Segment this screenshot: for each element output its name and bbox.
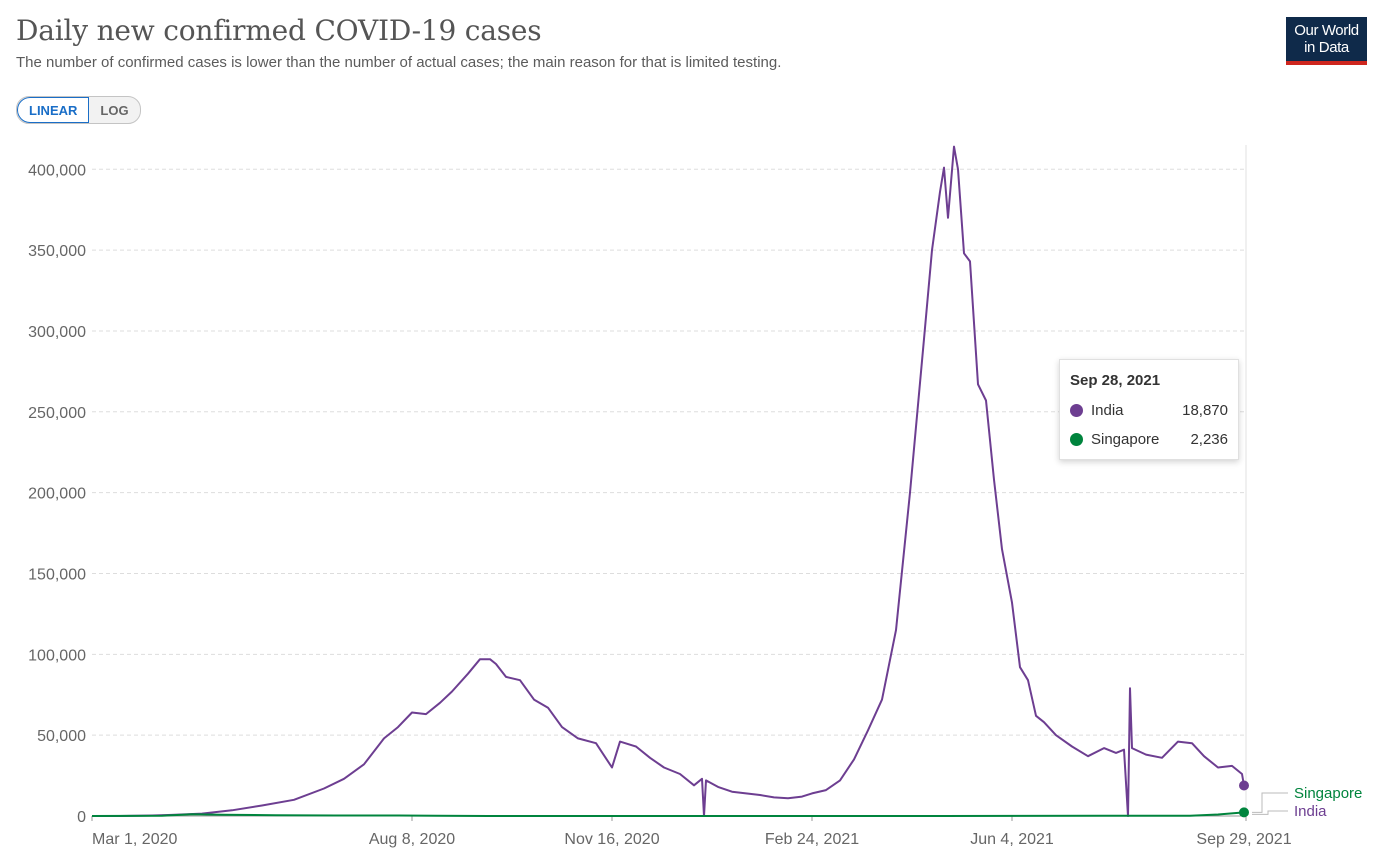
hover-tooltip: Sep 28, 2021 India 18,870 Singapore 2,23… (1059, 359, 1239, 460)
x-tick-label: Nov 16, 2020 (564, 831, 659, 848)
tooltip-name: India (1091, 402, 1124, 419)
owid-logo[interactable]: Our World in Data (1286, 17, 1367, 65)
y-tick-label: 250,000 (28, 405, 86, 422)
y-tick-label: 400,000 (28, 162, 86, 179)
logo-line-1: Our World (1294, 22, 1359, 39)
x-tick-label: Feb 24, 2021 (765, 831, 859, 848)
series-line-singapore (91, 811, 1245, 817)
y-tick-label: 50,000 (37, 728, 86, 745)
x-tick-label: Sep 29, 2021 (1196, 831, 1291, 848)
scale-toggle: LINEAR LOG (16, 96, 141, 124)
tooltip-name: Singapore (1091, 431, 1160, 448)
x-tick-label: Mar 1, 2020 (92, 831, 177, 848)
tooltip-date: Sep 28, 2021 (1070, 372, 1161, 389)
singapore-label-leader (1252, 792, 1288, 813)
chart-title: Daily new confirmed COVID-19 cases (16, 14, 542, 47)
linear-scale-button[interactable]: LINEAR (17, 97, 90, 123)
series-end-point-singapore (1239, 807, 1249, 818)
chart-subtitle: The number of confirmed cases is lower t… (16, 54, 782, 71)
india-dot-icon (1070, 404, 1083, 417)
series-end-point-india (1239, 780, 1249, 791)
tooltip-value: 2,236 (1190, 431, 1228, 448)
x-tick-label: Aug 8, 2020 (369, 831, 455, 848)
india-label-leader (1252, 810, 1288, 815)
series-line-india (92, 145, 1245, 817)
y-tick-label: 150,000 (28, 566, 86, 583)
y-tick-label: 200,000 (28, 486, 86, 503)
y-tick-label: 100,000 (28, 647, 86, 664)
tooltip-row-singapore: Singapore 2,236 (1070, 425, 1228, 454)
y-tick-label: 0 (77, 809, 86, 826)
tooltip-row-india: India 18,870 (1070, 396, 1228, 425)
tooltip-value: 18,870 (1182, 402, 1228, 419)
log-scale-button[interactable]: LOG (89, 97, 139, 123)
logo-line-2: in Data (1304, 39, 1349, 56)
singapore-dot-icon (1070, 433, 1083, 446)
y-tick-label: 350,000 (28, 243, 86, 260)
y-tick-label: 300,000 (28, 324, 86, 341)
x-tick-label: Jun 4, 2021 (970, 831, 1054, 848)
india-end-label: India (1294, 803, 1327, 820)
singapore-end-label: Singapore (1294, 785, 1362, 802)
